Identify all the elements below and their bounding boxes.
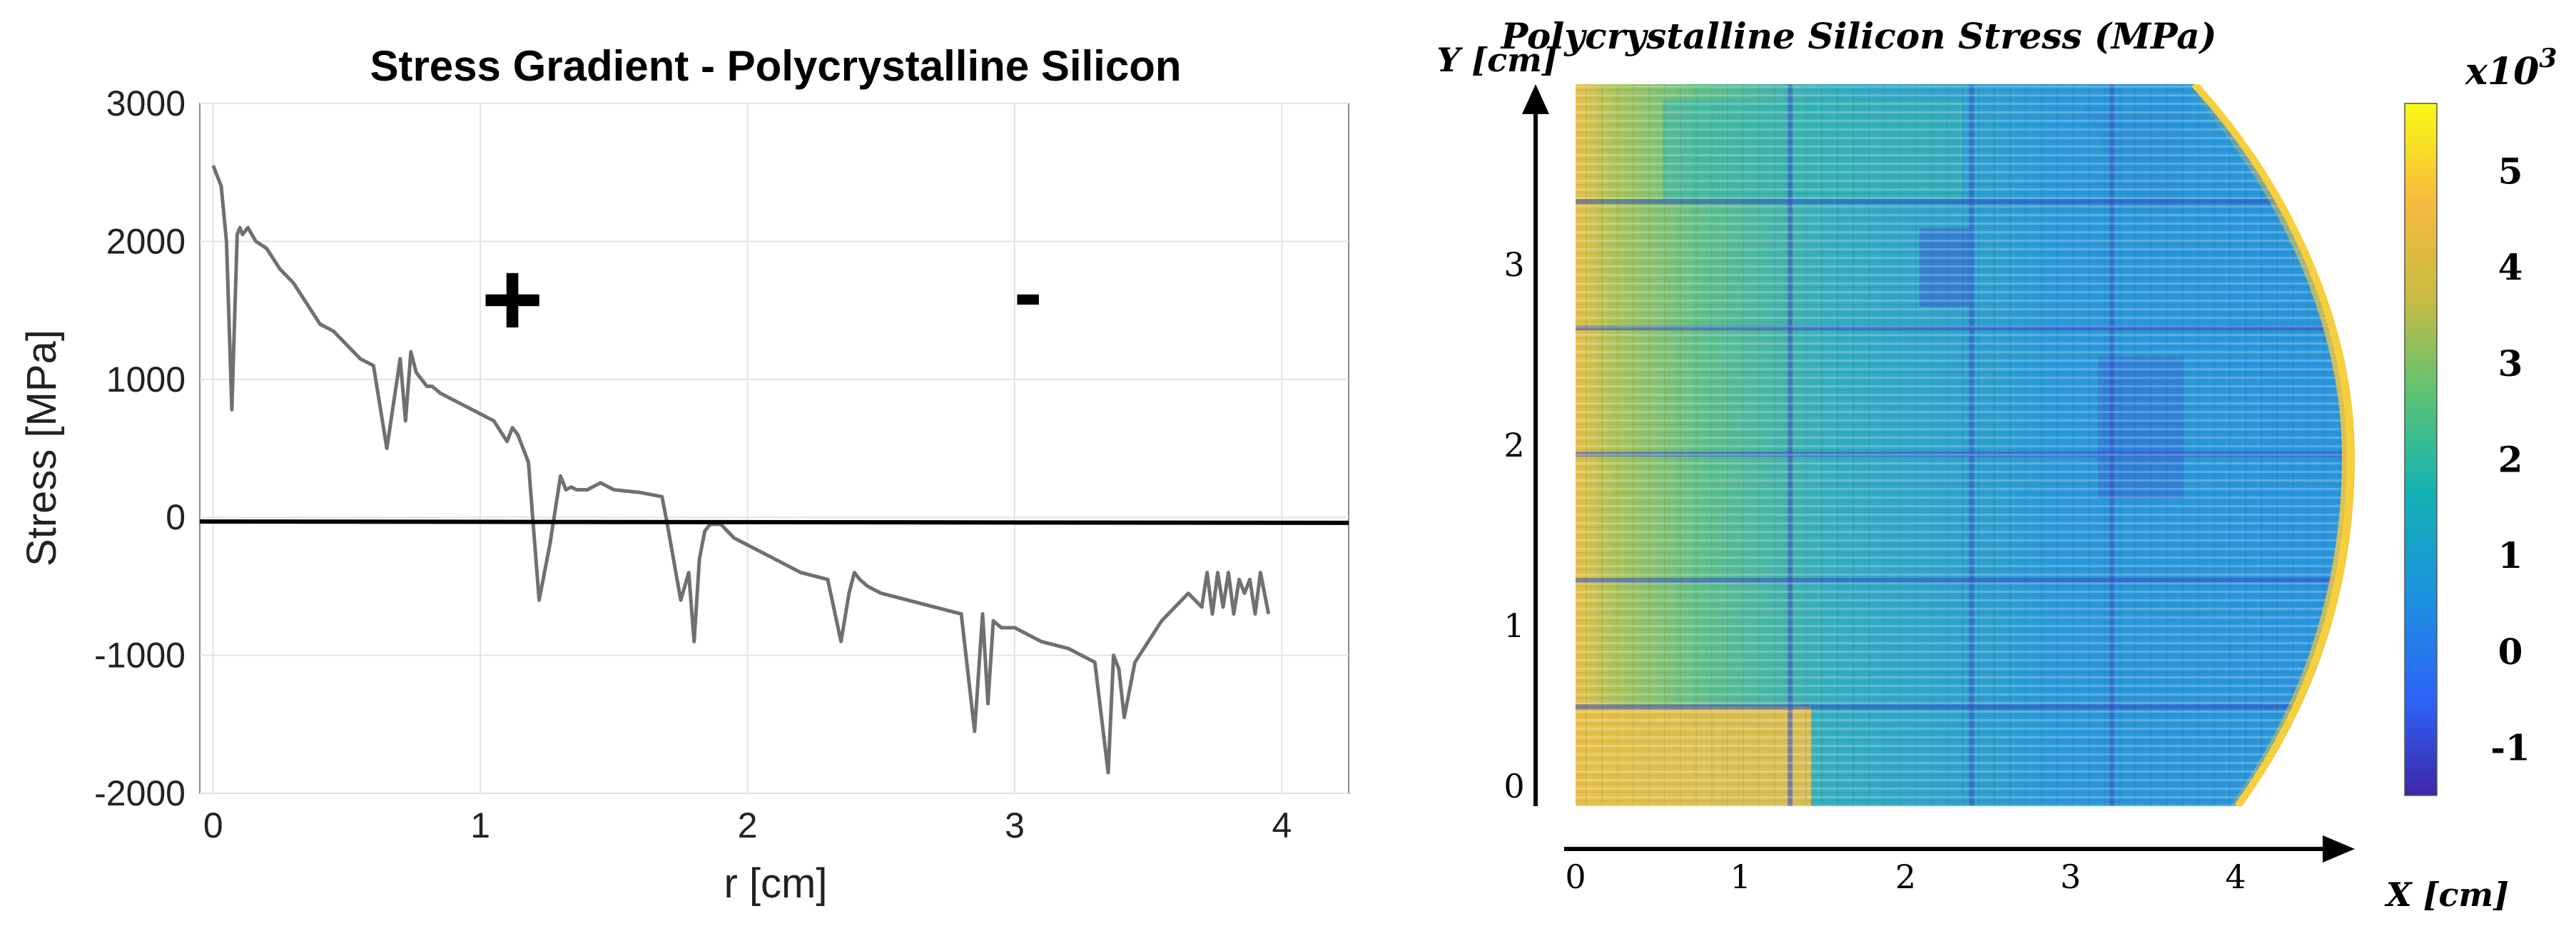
stress-map-image: [1576, 84, 2368, 806]
colorbar: [2404, 103, 2438, 796]
map-rim-highlight: [2191, 84, 2355, 806]
map-y-tick-label: 1: [1503, 606, 1524, 645]
colorbar-exponent-base: x10: [2465, 50, 2539, 93]
x-axis-arrowhead: [2323, 835, 2355, 863]
y-tick-label: 1000: [106, 360, 186, 400]
map-x-tick-label: 1: [1730, 858, 1751, 896]
y-tick-label: 3000: [106, 83, 186, 123]
map-y-tick-label: 0: [1503, 767, 1524, 805]
map-y-axis-label: Y [cm]: [1436, 41, 1557, 79]
x-tick-label: 0: [203, 805, 223, 845]
colorbar-tick-label: 0: [2498, 631, 2523, 673]
map-y-tick-label: 2: [1503, 426, 1524, 464]
colorbar-tick-label: -1: [2490, 727, 2530, 769]
x-tick-label: 2: [738, 805, 758, 845]
negative-region-label: -: [1014, 245, 1043, 340]
map-right-edge-white: [2198, 84, 2368, 806]
map-x-tick-label: 4: [2225, 858, 2246, 896]
grid-lines: [200, 103, 1349, 794]
y-tick-label: -1000: [94, 636, 186, 676]
map-y-tick-label: 3: [1503, 245, 1524, 284]
series-group: [199, 165, 1349, 775]
x-axis-label: r [cm]: [724, 860, 828, 907]
colorbar-tick-label: 3: [2498, 342, 2523, 385]
x-tick-label: 4: [1272, 805, 1292, 845]
y-tick-labels: -2000 -1000 0 1000 2000 3000: [94, 83, 186, 813]
chart-title: Stress Gradient - Polycrystalline Silico…: [370, 42, 1181, 90]
stress-series-line: [211, 165, 1271, 775]
colorbar-tick-label: 5: [2498, 150, 2523, 192]
zero-reference-line: [199, 519, 1349, 525]
y-tick-label: -2000: [94, 773, 186, 813]
x-tick-labels: 0 1 2 3 4: [203, 805, 1292, 845]
y-tick-label: 2000: [106, 221, 186, 261]
colorbar-tick-label: 4: [2498, 246, 2523, 288]
colorbar-tick-labels: 5 4 3 2 1 0 -1: [2490, 150, 2530, 768]
y-axis-arrowhead: [1522, 84, 1549, 114]
x-tick-label: 1: [470, 805, 490, 845]
colorbar-exponent-label: x103: [2465, 44, 2557, 93]
map-x-tick-labels: 0 1 2 3 4: [1565, 858, 2246, 896]
positive-region-label: +: [481, 239, 544, 359]
map-x-axis-label: X [cm]: [2384, 875, 2509, 914]
plot-area: [199, 103, 1349, 794]
map-title: Polycrystalline Silicon Stress (MPa): [1500, 15, 2217, 57]
map-vertical-stripes: [1576, 84, 2368, 806]
map-x-tick-label: 0: [1565, 858, 1586, 896]
colorbar-tick-label: 2: [2498, 438, 2523, 480]
stress-map-chart: Polycrystalline Silicon Stress (MPa) 0 1 2…: [1436, 15, 2557, 914]
x-tick-label: 3: [1005, 805, 1025, 845]
colorbar-tick-label: 1: [2498, 534, 2523, 576]
map-x-tick-label: 3: [2060, 858, 2081, 896]
y-axis-label: Stress [MPa]: [19, 330, 65, 566]
map-x-tick-label: 2: [1895, 858, 1916, 896]
stress-gradient-chart: Stress Gradient - Polycrystalline Silico…: [19, 42, 1349, 907]
y-tick-label: 0: [166, 497, 186, 537]
map-y-tick-labels: 0 1 2 3: [1503, 245, 1524, 805]
colorbar-exponent-power: 3: [2539, 44, 2557, 73]
